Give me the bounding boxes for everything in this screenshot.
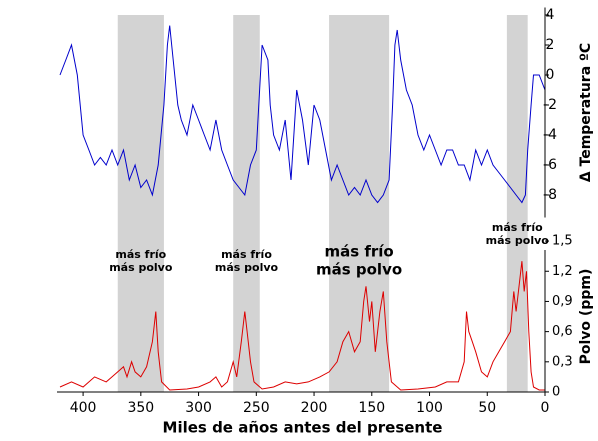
y-tick-label: 0 bbox=[552, 385, 560, 400]
y-tick-label: 0,9 bbox=[552, 294, 573, 309]
y-tick-label: 1,2 bbox=[552, 264, 573, 279]
y-tick-label: 4 bbox=[546, 7, 555, 23]
shaded-region bbox=[117, 15, 164, 392]
y-tick-label: -2 bbox=[543, 97, 557, 113]
y-tick-label: -6 bbox=[543, 157, 557, 173]
y-axis-label: Δ Temperatura ºC bbox=[578, 43, 594, 182]
region-label: más frío bbox=[221, 248, 272, 261]
x-axis-label: Miles de años antes del presente bbox=[163, 419, 443, 437]
shaded-region bbox=[329, 15, 390, 392]
y-tick-label: 1,5 bbox=[552, 234, 573, 249]
x-tick-label: 350 bbox=[127, 400, 154, 416]
x-tick-label: 100 bbox=[416, 400, 443, 416]
region-label: más polvo bbox=[486, 234, 550, 247]
x-tick-label: 50 bbox=[478, 400, 496, 416]
x-tick-label: 0 bbox=[541, 400, 550, 416]
y-tick-label: -4 bbox=[543, 127, 557, 143]
region-label: más polvo bbox=[316, 261, 402, 279]
y-axis-label: Polvo (ppm) bbox=[578, 269, 594, 365]
region-label: más frío bbox=[115, 248, 166, 261]
shaded-region bbox=[506, 15, 528, 392]
shaded-region bbox=[233, 15, 260, 392]
region-label: más frío bbox=[324, 243, 393, 261]
x-tick-label: 150 bbox=[358, 400, 385, 416]
y-tick-label: 0 bbox=[546, 67, 555, 83]
y-tick-label: -8 bbox=[543, 187, 557, 203]
region-label: más polvo bbox=[109, 261, 173, 274]
x-tick-label: 200 bbox=[301, 400, 328, 416]
x-tick-label: 300 bbox=[185, 400, 212, 416]
data-line bbox=[59, 261, 545, 391]
region-label: más frío bbox=[492, 221, 543, 234]
y-tick-label: 0,6 bbox=[552, 324, 573, 339]
region-label: más polvo bbox=[215, 261, 279, 274]
x-tick-label: 250 bbox=[243, 400, 270, 416]
x-tick-label: 400 bbox=[70, 400, 97, 416]
y-tick-label: 2 bbox=[546, 37, 555, 53]
y-tick-label: 0,3 bbox=[552, 354, 573, 369]
data-line bbox=[59, 25, 546, 204]
